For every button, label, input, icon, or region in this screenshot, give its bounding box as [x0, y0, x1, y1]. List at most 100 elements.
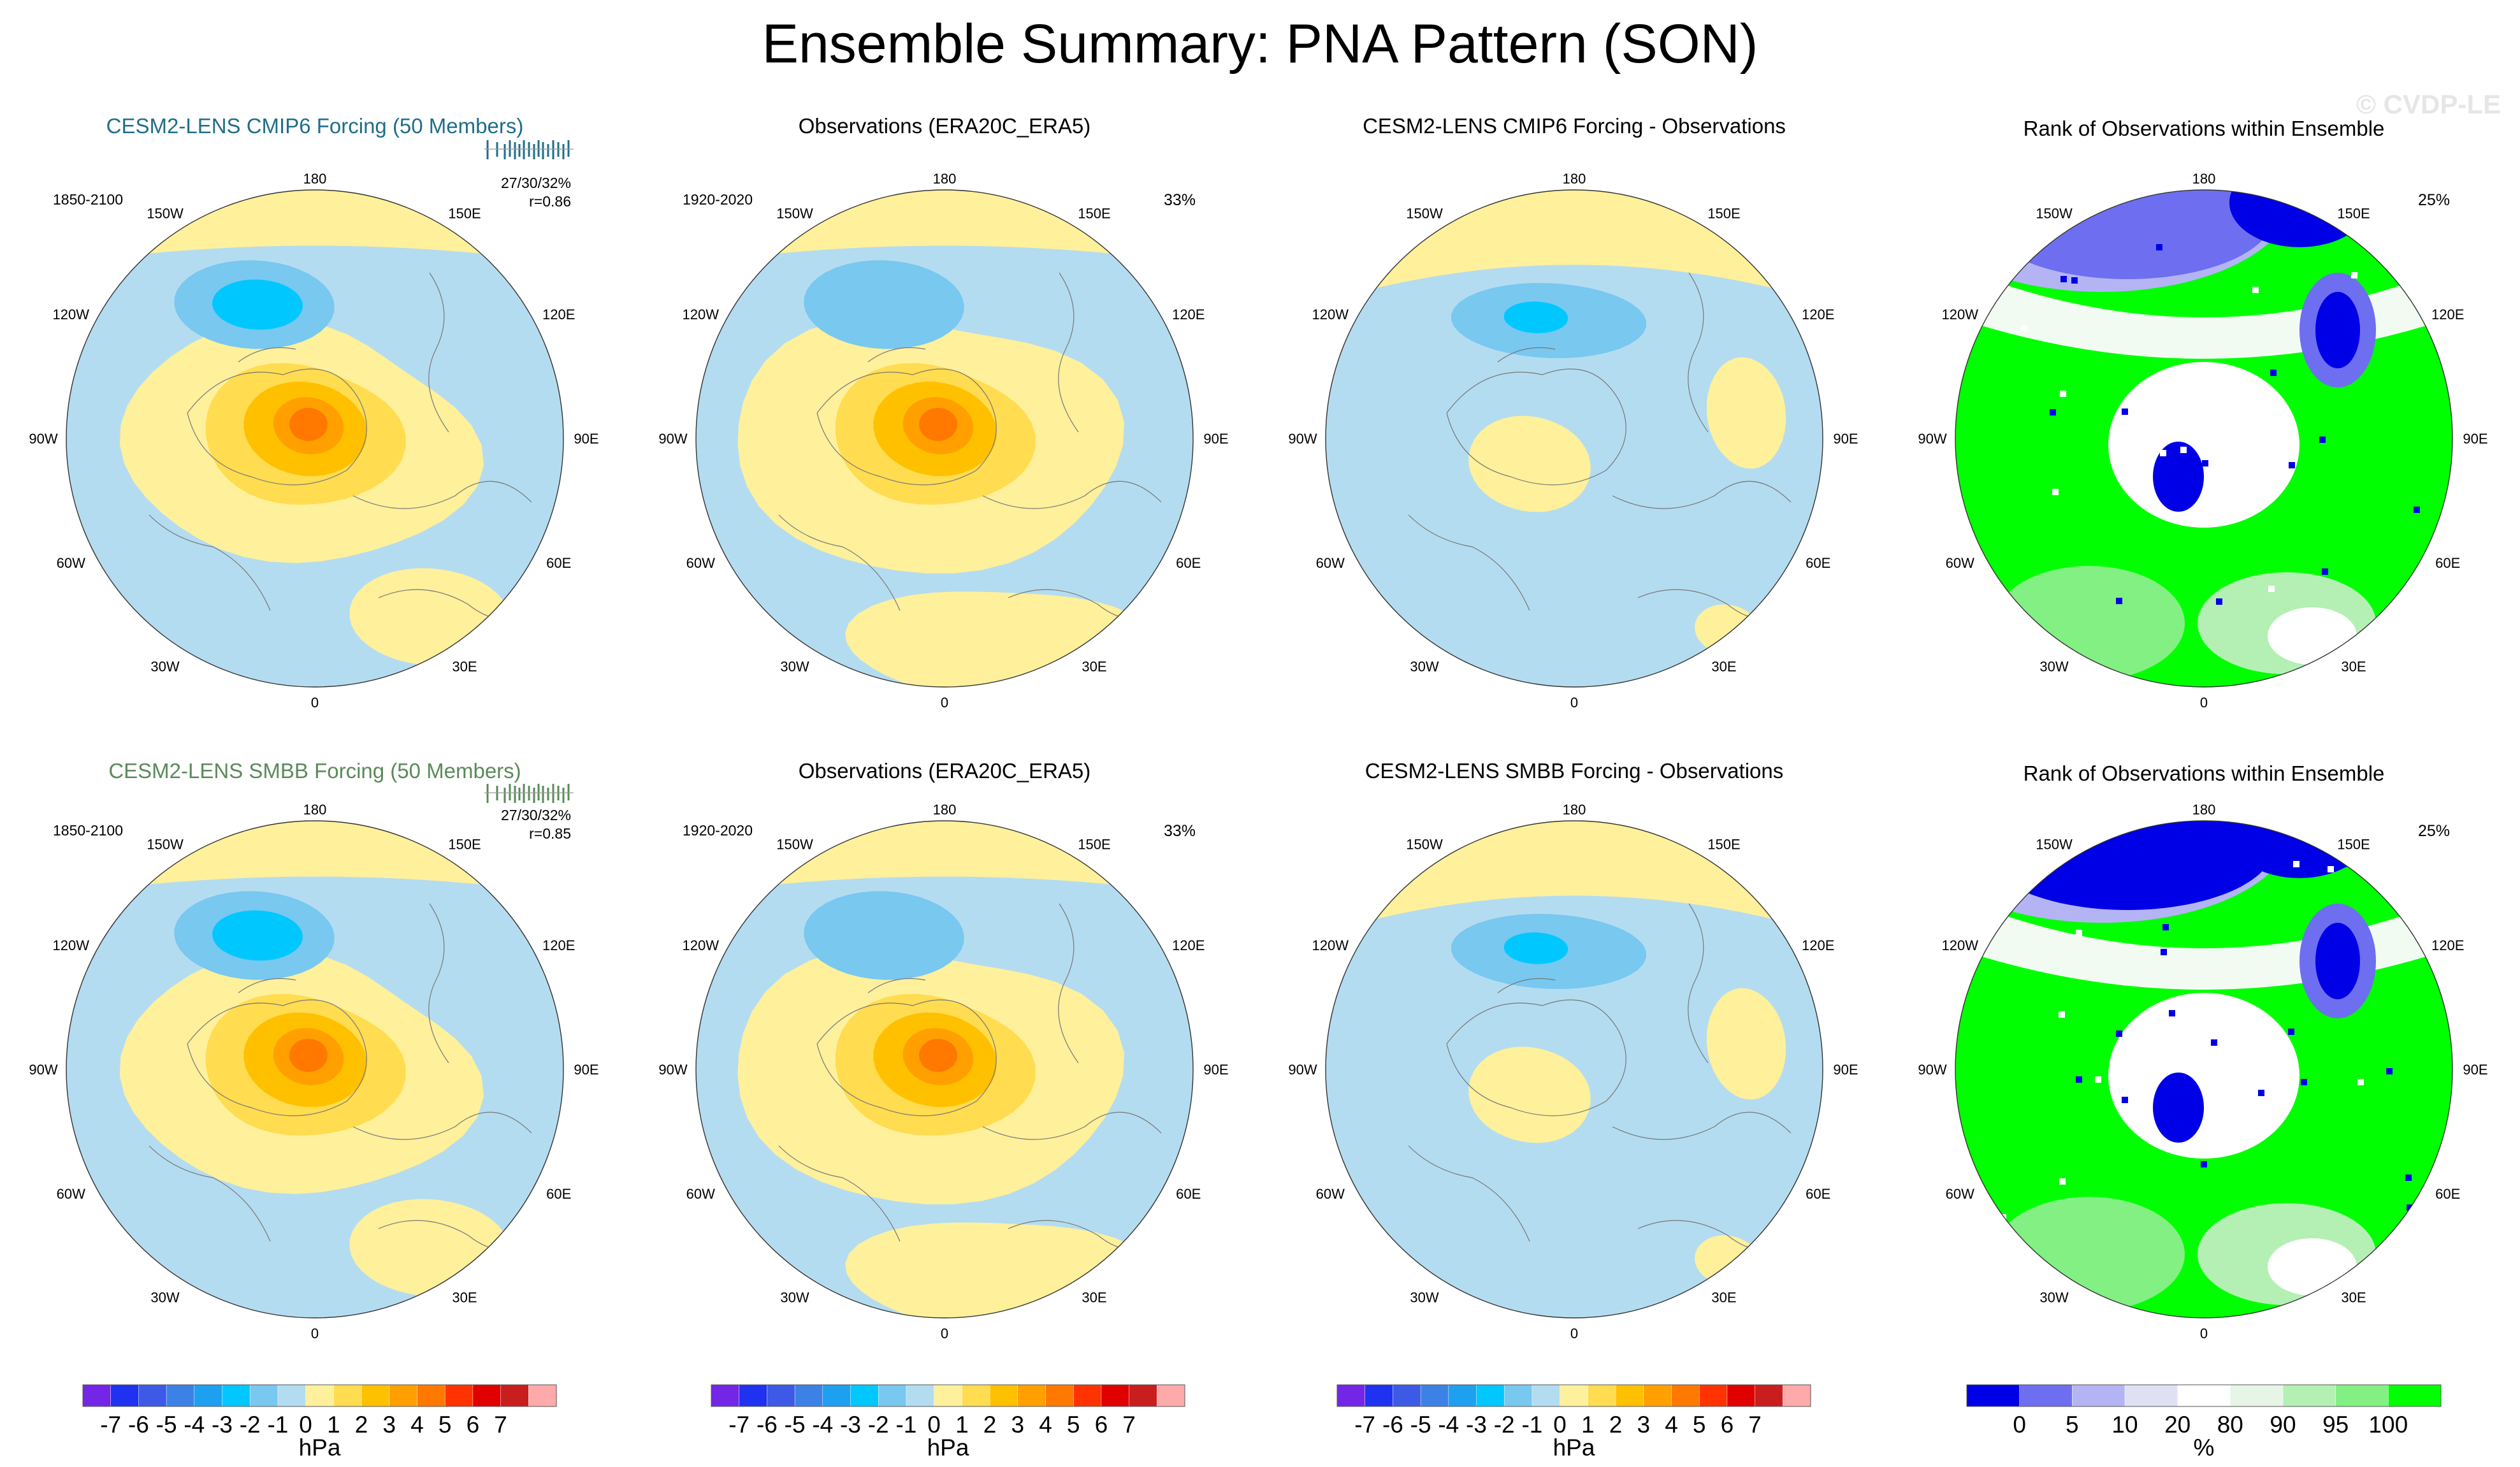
lon-label-upper_left_inner: 120W: [1942, 307, 1979, 322]
colorbar-swatch: [906, 1384, 935, 1407]
colorbar-swatch: [333, 1384, 362, 1407]
rank-speckle: [1995, 280, 2001, 287]
lon-label-lower_right_inner: 60E: [546, 1186, 571, 1202]
colorbar-swatch: [1393, 1384, 1421, 1407]
rank-speckle: [2288, 1029, 2294, 1035]
lon-label-right: 90E: [1203, 1062, 1228, 1078]
colorbar-tick-label: 90: [2270, 1412, 2296, 1438]
rank-speckle: [2268, 586, 2275, 592]
lon-label-upper_left_inner: 120W: [1942, 937, 1979, 953]
lon-label-upper_left_inner: 120W: [53, 307, 90, 322]
pct-label: 25%: [2418, 822, 2451, 840]
colorbar-tick-label: -6: [1382, 1412, 1403, 1438]
rank-speckle: [2258, 1090, 2264, 1096]
lon-label-upper_right_outer: 150E: [1707, 205, 1740, 221]
coastline: [982, 1111, 1162, 1140]
lon-label-upper_right_inner: 120E: [542, 307, 575, 322]
colorbar-tick-label: -5: [1410, 1412, 1431, 1438]
lon-label-right: 90E: [1833, 1062, 1858, 1078]
colorbar-tick-label: -2: [1494, 1412, 1515, 1438]
coastline: [1408, 1145, 1530, 1242]
lon-label-left: 90W: [658, 431, 687, 447]
lon-label-bottom: 0: [941, 695, 948, 711]
rank-speckle: [2122, 1097, 2128, 1103]
map-boundary: [66, 820, 564, 1319]
coastline: [1497, 347, 1556, 363]
lon-label-upper_right_outer: 150E: [1707, 836, 1740, 852]
colorbar-swatch: [110, 1384, 140, 1407]
colorbar-tick-label: 4: [1665, 1412, 1678, 1438]
map-r1c1: 180 0 90W 90E 150W 120W 60W 30W 150E 120E 60E 30E: [29, 140, 599, 711]
colorbar-swatch: [1615, 1384, 1644, 1407]
rank-east-low-core: [2315, 923, 2360, 999]
rank-speckle: [2202, 460, 2208, 466]
colorbar-tick-label: -7: [1354, 1412, 1375, 1438]
colorbar-swatch: [1532, 1384, 1561, 1407]
watermark: © CVDP-LE: [2356, 89, 2501, 119]
colorbar-swatch: [2019, 1384, 2073, 1407]
colorbar-hpa-3: -7 -6 -5 -4 -3 -2 -1 0 1 2 3 4 5 6 7 hPa: [1336, 1384, 1811, 1461]
coastline: [428, 272, 449, 433]
lon-label-bottom: 0: [1570, 695, 1578, 711]
rank-speckle: [2216, 598, 2222, 605]
panel-r2c1: CESM2-LENS SMBB Forcing (50 Members) 185…: [0, 758, 630, 1402]
lon-label-lower_right_inner: 60E: [2435, 555, 2460, 571]
colorbar-swatch: [2388, 1384, 2442, 1407]
colorbar-tick-label: 80: [2217, 1412, 2243, 1438]
coastline: [1058, 272, 1079, 433]
period-label: 1850-2100: [53, 822, 123, 839]
colorbar-tick-label: 1: [1581, 1412, 1595, 1438]
lon-label-upper_right_outer: 150E: [2337, 205, 2370, 221]
lon-label-top: 180: [1563, 802, 1586, 818]
coastline: [187, 368, 367, 486]
colorbar-swatch: [1073, 1384, 1102, 1407]
colorbar-swatch: [2124, 1384, 2178, 1407]
colorbar-tick-label: -4: [184, 1412, 205, 1438]
lon-label-lower_right_inner: 60E: [1176, 555, 1201, 571]
rank-speckle: [2169, 1010, 2175, 1016]
lon-label-lower_right_outer: 30E: [452, 659, 477, 675]
colorbar-tick-label: 4: [1039, 1412, 1052, 1438]
pct-label: 33%: [1164, 191, 1196, 209]
panel-title: Rank of Observations within Ensemble: [2023, 762, 2385, 785]
colorbar-swatch: [1503, 1384, 1533, 1407]
rank-speckle: [2032, 636, 2039, 642]
colorbar-unit: hPa: [927, 1434, 969, 1461]
lon-label-bottom: 0: [2200, 1326, 2208, 1341]
lon-label-lower_left_outer: 30W: [780, 659, 809, 675]
lon-label-lower_left_outer: 30W: [2039, 1290, 2068, 1306]
coastline: [867, 347, 926, 363]
rank-speckle: [2076, 930, 2082, 936]
lon-label-lower_right_outer: 30E: [1711, 659, 1736, 675]
colorbar-tick-label: 7: [1122, 1412, 1136, 1438]
rank-mid-3: [2268, 607, 2357, 665]
coastline: [1446, 999, 1626, 1117]
map-r2c2: 180 0 90W 90E 150W 120W 60W 30W 150E 120E 60E 30E: [658, 802, 1228, 1341]
colorbar-tick-label: 0: [927, 1412, 941, 1438]
lon-label-lower_left_outer: 30W: [780, 1290, 809, 1306]
period-label: 1920-2020: [683, 191, 753, 208]
coastline: [238, 978, 296, 994]
stats-line-2: r=0.85: [529, 825, 571, 842]
lon-label-upper_left_outer: 150W: [2036, 205, 2073, 221]
rank-speckle: [2405, 1174, 2412, 1181]
colorbar-tick-label: 7: [1748, 1412, 1762, 1438]
rank-low-region: [1981, 190, 2274, 279]
lon-label-lower_left_outer: 30W: [150, 1290, 179, 1306]
diff-positive-polar: [1468, 1046, 1591, 1143]
pct-label: 33%: [1164, 822, 1196, 840]
colorbar-tick-label: 5: [2066, 1412, 2079, 1438]
map-r2c3: 180 0 90W 90E 150W 120W 60W 30W 150E 120E 60E 30E: [1288, 802, 1858, 1341]
rank-speckle: [2059, 1011, 2065, 1018]
lon-label-upper_right_inner: 120E: [1802, 307, 1834, 322]
rank-speckle: [2060, 391, 2066, 397]
colorbar-tick-label: -3: [1466, 1412, 1487, 1438]
lon-label-left: 90W: [658, 1062, 687, 1078]
colorbar-swatch: [417, 1384, 445, 1407]
lon-label-left: 90W: [29, 431, 57, 447]
colorbar-tick-label: -6: [757, 1412, 778, 1438]
colorbar-swatch: [528, 1384, 557, 1407]
colorbar-tick-label: 95: [2322, 1412, 2349, 1438]
stats-line-2: r=0.86: [529, 193, 571, 210]
map-field: [1326, 821, 1823, 1318]
